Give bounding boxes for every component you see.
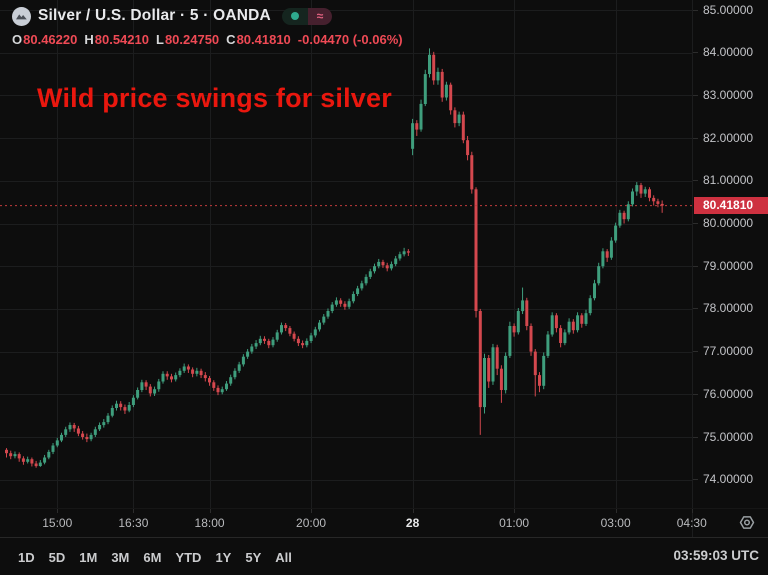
utc-clock[interactable]: 03:59:03 UTC <box>673 548 759 563</box>
price-tick <box>693 265 698 267</box>
time-axis-label: 03:00 <box>600 516 631 530</box>
price-tick <box>693 137 698 139</box>
price-tick <box>693 94 698 96</box>
time-tick <box>210 509 211 513</box>
price-axis-label: 83.00000 <box>703 87 754 102</box>
price-axis-label: 75.00000 <box>703 429 754 444</box>
change-value: -0.04470 (-0.06%) <box>297 32 403 47</box>
settings-icon[interactable] <box>737 513 757 533</box>
range-3m-button[interactable]: 3M <box>111 549 130 565</box>
price-tick <box>693 393 698 395</box>
last-price-badge: 80.41810 <box>694 197 768 215</box>
price-axis-label: 80.00000 <box>703 216 754 230</box>
time-tick <box>514 509 515 513</box>
range-6m-button[interactable]: 6M <box>143 549 162 565</box>
open-value: 80.46220 <box>23 32 78 47</box>
low-label: L <box>155 32 164 47</box>
time-tick <box>311 509 312 513</box>
price-axis-label: 85.00000 <box>703 2 754 17</box>
market-open-icon <box>281 7 308 25</box>
price-tick <box>693 180 698 182</box>
time-tick <box>133 509 134 513</box>
time-tick <box>57 509 58 513</box>
close-label: C <box>226 32 236 47</box>
bottom-toolbar: 1D 5D 1M 3M 6M YTD 1Y 5Y All 03:59:03 UT… <box>0 537 768 575</box>
time-axis-label: 15:00 <box>42 516 73 530</box>
price-axis-label: 76.00000 <box>703 386 754 401</box>
price-axis-label: 79.00000 <box>703 258 754 273</box>
delayed-data-icon: ≈ <box>307 7 332 25</box>
time-tick <box>692 509 693 513</box>
range-ytd-button[interactable]: YTD <box>175 549 202 565</box>
high-label: H <box>84 32 94 47</box>
range-5d-button[interactable]: 5D <box>48 549 66 565</box>
price-tick <box>693 9 698 11</box>
chart-annotation-text: Wild price swings for silver <box>37 83 392 113</box>
market-status-pill[interactable]: ≈ <box>281 7 332 25</box>
price-axis-label: 84.00000 <box>703 45 754 60</box>
time-axis-label: 18:00 <box>194 516 225 530</box>
price-tick <box>693 308 698 310</box>
price-axis-label: 74.00000 <box>703 472 754 487</box>
time-tick <box>616 509 617 513</box>
time-axis-label: 16:30 <box>118 516 149 530</box>
low-value: 80.24750 <box>164 32 220 47</box>
price-axis-label: 78.00000 <box>703 301 754 316</box>
range-1m-button[interactable]: 1M <box>79 549 98 565</box>
price-axis-label: 82.00000 <box>703 130 754 145</box>
range-switcher: 1D 5D 1M 3M 6M YTD 1Y 5Y All <box>0 550 292 565</box>
silver-logo-icon <box>12 6 31 26</box>
price-tick <box>693 223 698 224</box>
price-axis-label: 77.00000 <box>703 344 754 359</box>
price-tick <box>693 52 698 54</box>
time-axis-label: 01:00 <box>499 516 530 530</box>
ohlc-row: O 80.46220 H 80.54210 L 80.24750 C 80.41810 … <box>12 32 403 47</box>
range-5y-button[interactable]: 5Y <box>245 549 262 565</box>
price-axis-label: 81.00000 <box>703 173 754 188</box>
time-axis-label: 28 <box>405 516 420 530</box>
symbol-title[interactable]: Silver / U.S. Dollar · 5 · OANDA <box>38 7 271 24</box>
price-tick <box>693 479 698 481</box>
range-1d-button[interactable]: 1D <box>18 549 35 565</box>
price-axis[interactable]: 80.41810 85.00000 84.00000 83.00000 82.0000… <box>692 0 768 537</box>
open-label: O <box>12 32 23 47</box>
symbol-legend: Silver / U.S. Dollar · 5 · OANDA ≈ O 80.4… <box>12 6 403 47</box>
candlestick-chart[interactable] <box>0 0 692 508</box>
price-tick <box>693 351 698 353</box>
close-value: 80.41810 <box>236 32 291 47</box>
range-all-button[interactable]: All <box>275 549 292 565</box>
range-1y-button[interactable]: 1Y <box>215 549 232 565</box>
time-axis-label: 20:00 <box>296 516 327 530</box>
chart-pane[interactable]: Silver / U.S. Dollar · 5 · OANDA ≈ O 80.4… <box>0 0 692 508</box>
price-tick <box>693 436 698 438</box>
time-tick <box>413 509 414 513</box>
time-axis-label: 04:30 <box>676 516 707 530</box>
time-axis[interactable]: 15:00 16:30 18:00 20:00 28 01:00 03:00 04:30 <box>0 508 768 538</box>
high-value: 80.54210 <box>94 32 149 47</box>
